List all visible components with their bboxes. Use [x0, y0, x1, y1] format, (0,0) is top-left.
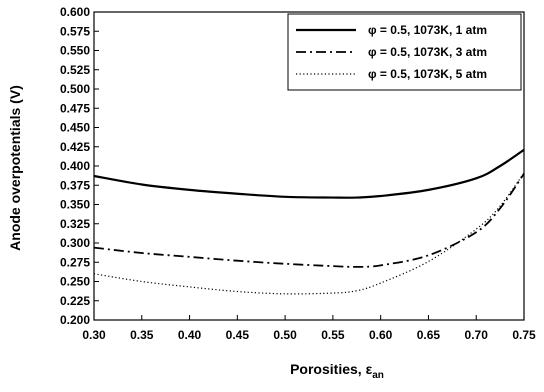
y-tick-label: 0.600 — [60, 5, 90, 19]
x-axis-label: Porosities, εan — [290, 361, 384, 381]
legend-label-3: φ = 0.5, 1073K, 5 atm — [368, 67, 487, 81]
y-axis-label: Anode overpotentials (V) — [7, 85, 23, 251]
y-tick-label: 0.325 — [60, 217, 90, 231]
series-line-3 — [93, 172, 525, 295]
y-tick-label: 0.550 — [60, 44, 90, 58]
y-tick-label: 0.525 — [60, 63, 90, 77]
legend-label-1: φ = 0.5, 1073K, 1 atm — [368, 23, 487, 37]
y-tick-label: 0.225 — [60, 294, 90, 308]
y-tick-label: 0.500 — [60, 82, 90, 96]
x-tick-label: 0.70 — [465, 328, 489, 342]
y-tick-label: 0.250 — [60, 275, 90, 289]
y-tick-label: 0.575 — [60, 24, 90, 38]
x-tick-label: 0.75 — [512, 328, 536, 342]
x-tick-label: 0.55 — [321, 328, 345, 342]
x-tick-label: 0.30 — [82, 328, 106, 342]
y-tick-label: 0.350 — [60, 198, 90, 212]
x-tick-label: 0.45 — [226, 328, 250, 342]
x-tick-label: 0.65 — [417, 328, 441, 342]
y-tick-label: 0.300 — [60, 236, 90, 250]
series-line-1 — [93, 148, 525, 199]
legend-box — [287, 13, 522, 91]
legend-label-2: φ = 0.5, 1073K, 3 atm — [368, 45, 487, 59]
y-tick-label: 0.275 — [60, 255, 90, 269]
y-tick-label: 0.475 — [60, 101, 90, 115]
y-tick-label: 0.375 — [60, 178, 90, 192]
x-tick-label: 0.50 — [273, 328, 297, 342]
y-tick-label: 0.400 — [60, 159, 90, 173]
x-tick-label: 0.60 — [369, 328, 393, 342]
x-tick-label: 0.40 — [178, 328, 202, 342]
y-tick-label: 0.200 — [60, 313, 90, 327]
y-tick-label: 0.425 — [60, 140, 90, 154]
x-tick-label: 0.35 — [130, 328, 154, 342]
y-tick-label: 0.450 — [60, 121, 90, 135]
